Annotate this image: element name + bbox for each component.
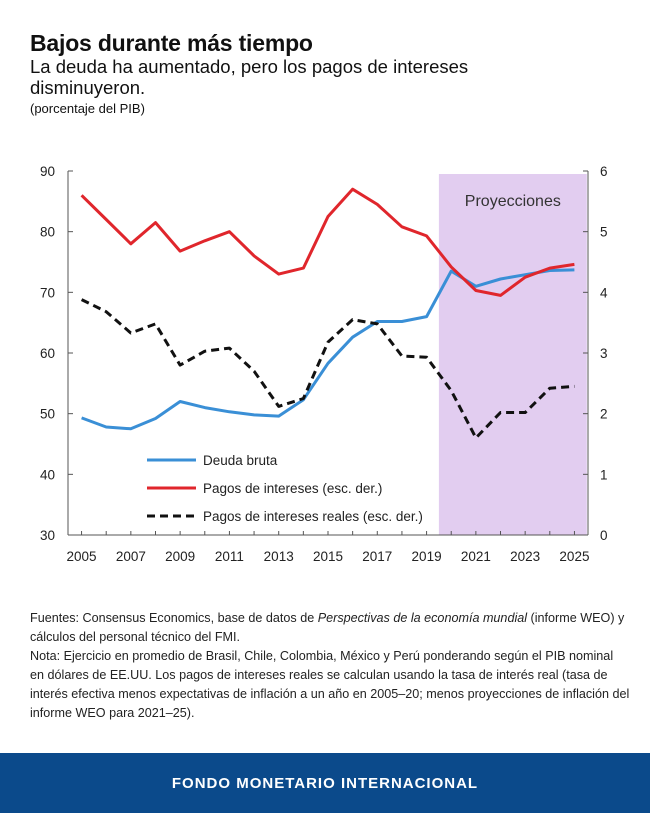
x-tick-label: 2009 <box>165 549 195 564</box>
axes: 30 40 50 60 70 80 90 0 1 2 3 4 5 6 2005 2007 2009 2011 201… <box>40 164 608 564</box>
left-tick-label: 70 <box>40 285 55 300</box>
x-tick-label: 2013 <box>264 549 294 564</box>
x-tick-label: 2021 <box>461 549 491 564</box>
left-tick-label: 40 <box>40 467 55 482</box>
right-tick-label: 1 <box>600 467 608 482</box>
right-tick-label: 3 <box>600 346 608 361</box>
right-tick-label: 4 <box>600 285 608 300</box>
projection-label: Proyecciones <box>465 193 561 210</box>
legend-label: Pagos de intereses reales (esc. der.) <box>203 509 423 524</box>
x-tick-label: 2011 <box>215 549 244 564</box>
x-tick-label: 2005 <box>67 549 97 564</box>
right-tick-label: 6 <box>600 164 608 179</box>
projection-band <box>438 174 587 535</box>
left-tick-label: 60 <box>40 346 55 361</box>
right-tick-label: 5 <box>600 225 608 240</box>
left-tick-label: 30 <box>40 528 55 543</box>
chart-subtitle: La deuda ha aumentado, pero los pagos de… <box>30 56 469 98</box>
legend: Deuda bruta Pagos de intereses (esc. der.… <box>147 453 423 524</box>
left-tick-label: 90 <box>40 164 55 179</box>
series-layer <box>80 187 575 440</box>
series-line-1 <box>80 187 575 297</box>
series-line-0 <box>81 268 575 431</box>
left-tick-label: 50 <box>40 407 55 422</box>
chart-notes: Fuentes: Consensus Economics, base de da… <box>30 609 630 723</box>
legend-label: Deuda bruta <box>203 453 278 468</box>
chart-units: (porcentaje del PIB) <box>30 101 145 116</box>
legend-label: Pagos de intereses (esc. der.) <box>203 481 382 496</box>
sources-text: Fuentes: Consensus Economics, base de da… <box>30 611 625 644</box>
chart-title: Bajos durante más tiempo <box>30 30 313 56</box>
footer-label: FONDO MONETARIO INTERNACIONAL <box>171 774 479 792</box>
note-text: Nota: Ejercicio en promedio de Brasil, C… <box>30 649 630 720</box>
x-tick-label: 2017 <box>362 549 392 564</box>
x-tick-label: 2025 <box>559 549 589 564</box>
right-tick-label: 2 <box>600 407 608 422</box>
footer-banner: FONDO MONETARIO INTERNACIONAL <box>0 753 650 813</box>
right-tick-label: 0 <box>600 528 608 543</box>
left-tick-label: 80 <box>40 225 55 240</box>
x-tick-label: 2019 <box>412 549 442 564</box>
x-tick-label: 2023 <box>510 549 540 564</box>
line-chart: Proyecciones 30 40 50 60 70 80 90 0 1 2 3 4 5 6 2005 20… <box>40 164 608 564</box>
x-tick-label: 2007 <box>116 549 146 564</box>
x-tick-label: 2015 <box>313 549 343 564</box>
series-line-2 <box>80 298 575 440</box>
